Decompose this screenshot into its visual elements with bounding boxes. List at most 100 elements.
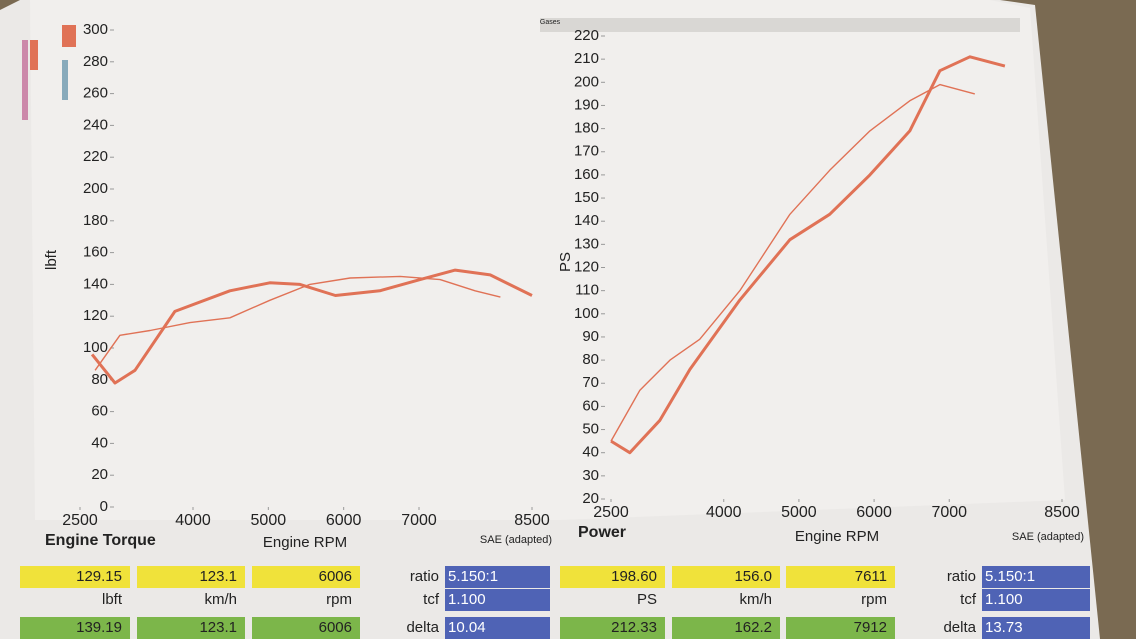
current-value: 123.1: [199, 568, 237, 585]
param-value: 5.150:1: [448, 568, 498, 585]
peak-value: 123.1: [199, 619, 237, 636]
units-value: km/h: [739, 591, 772, 608]
y-tick-label: 100: [574, 305, 599, 322]
peak-value: 139.19: [76, 619, 122, 636]
current-value: 6006: [319, 568, 352, 585]
y-tick-label: 20: [91, 466, 108, 483]
header-bar: [540, 18, 1020, 32]
y-tick-label: 280: [83, 53, 108, 70]
x-tick-label: 5000: [251, 512, 287, 529]
param-box: [982, 566, 1090, 588]
chart-title: Power: [578, 524, 626, 541]
x-tick-label: 4000: [706, 504, 742, 521]
y-tick-label: 30: [582, 467, 599, 484]
y-tick-label: 60: [582, 397, 599, 414]
current-box: [672, 566, 780, 588]
y-tick-label: 140: [574, 212, 599, 229]
param-box: [445, 589, 550, 611]
y-tick-label: 120: [83, 307, 108, 324]
y-tick-label: 90: [582, 328, 599, 345]
peak-value: 162.2: [734, 619, 772, 636]
x-tick-label: 5000: [781, 504, 817, 521]
current-box: [560, 566, 665, 588]
current-value: 7611: [855, 568, 887, 585]
x-tick-label: 7000: [931, 504, 967, 521]
x-tick-label: 8500: [514, 512, 550, 529]
y-tick-label: 300: [83, 21, 108, 38]
peak-value: 6006: [319, 619, 352, 636]
param-label: ratio: [947, 568, 976, 585]
y-tick-label: 120: [574, 258, 599, 275]
param-value: 10.04: [448, 619, 486, 636]
y-tick-label: 130: [574, 235, 599, 252]
legend-swatches: [22, 25, 76, 120]
y-tick-label: 200: [574, 73, 599, 90]
y-tick-label: 200: [83, 180, 108, 197]
note: SAE (adapted): [1012, 531, 1084, 543]
swatch: [30, 40, 38, 70]
param-value: 5.150:1: [985, 568, 1035, 585]
x-axis-label: Engine RPM: [795, 528, 879, 545]
param-box: [982, 589, 1090, 611]
units-value: rpm: [326, 591, 352, 608]
current-value: 129.15: [76, 568, 122, 585]
param-label: delta: [406, 619, 439, 636]
peak-box: [786, 617, 895, 639]
param-value: 1.100: [985, 591, 1023, 608]
y-tick-label: 220: [83, 148, 108, 165]
current-value: 156.0: [734, 568, 772, 585]
current-box: [786, 566, 895, 588]
y-tick-label: 70: [582, 374, 599, 391]
y-tick-label: 140: [83, 275, 108, 292]
units-value: lbft: [102, 591, 123, 608]
current-box: [137, 566, 245, 588]
units-value: rpm: [861, 591, 887, 608]
param-label: tcf: [423, 591, 440, 608]
param-value: 13.73: [985, 619, 1023, 636]
chart-title: Engine Torque: [45, 532, 156, 549]
y-tick-label: 260: [83, 85, 108, 102]
peak-box: [20, 617, 130, 639]
x-tick-label: 8500: [1044, 504, 1080, 521]
y-axis-label: lbft: [43, 249, 60, 270]
peak-value: 212.33: [611, 619, 657, 636]
series-line: [610, 83, 975, 442]
current-value: 198.60: [611, 568, 657, 585]
y-tick-label: 220: [574, 27, 599, 44]
paper-inner: [30, 0, 1065, 520]
param-box: [445, 566, 550, 588]
series-line: [610, 55, 1006, 455]
current-box: [20, 566, 130, 588]
x-tick-label: 6000: [856, 504, 892, 521]
y-tick-label: 180: [574, 120, 599, 137]
param-box: [445, 617, 550, 639]
y-tick-label: 110: [575, 282, 599, 299]
swatch: [62, 60, 68, 100]
y-tick-label: 170: [574, 143, 599, 160]
peak-box: [137, 617, 245, 639]
peak-value: 7912: [854, 619, 887, 636]
current-box: [252, 566, 360, 588]
note: SAE (adapted): [480, 534, 552, 546]
header: Gases: [540, 19, 561, 26]
param-label: delta: [943, 619, 976, 636]
y-tick-label: 150: [574, 189, 599, 206]
y-axis-label: PS: [557, 252, 574, 272]
units-value: km/h: [204, 591, 237, 608]
param-value: 1.100: [448, 591, 486, 608]
peak-box: [252, 617, 360, 639]
peak-box: [560, 617, 665, 639]
x-tick-label: 7000: [401, 512, 437, 529]
param-label: tcf: [960, 591, 977, 608]
x-tick-label: 4000: [175, 512, 211, 529]
swatch: [62, 25, 76, 47]
series-line: [90, 268, 533, 385]
x-tick-label: 2500: [62, 512, 98, 529]
y-tick-label: 240: [83, 116, 108, 133]
swatch: [22, 40, 28, 120]
y-tick-label: 190: [574, 96, 599, 113]
y-tick-label: 160: [574, 166, 599, 183]
y-tick-label: 50: [582, 421, 599, 438]
